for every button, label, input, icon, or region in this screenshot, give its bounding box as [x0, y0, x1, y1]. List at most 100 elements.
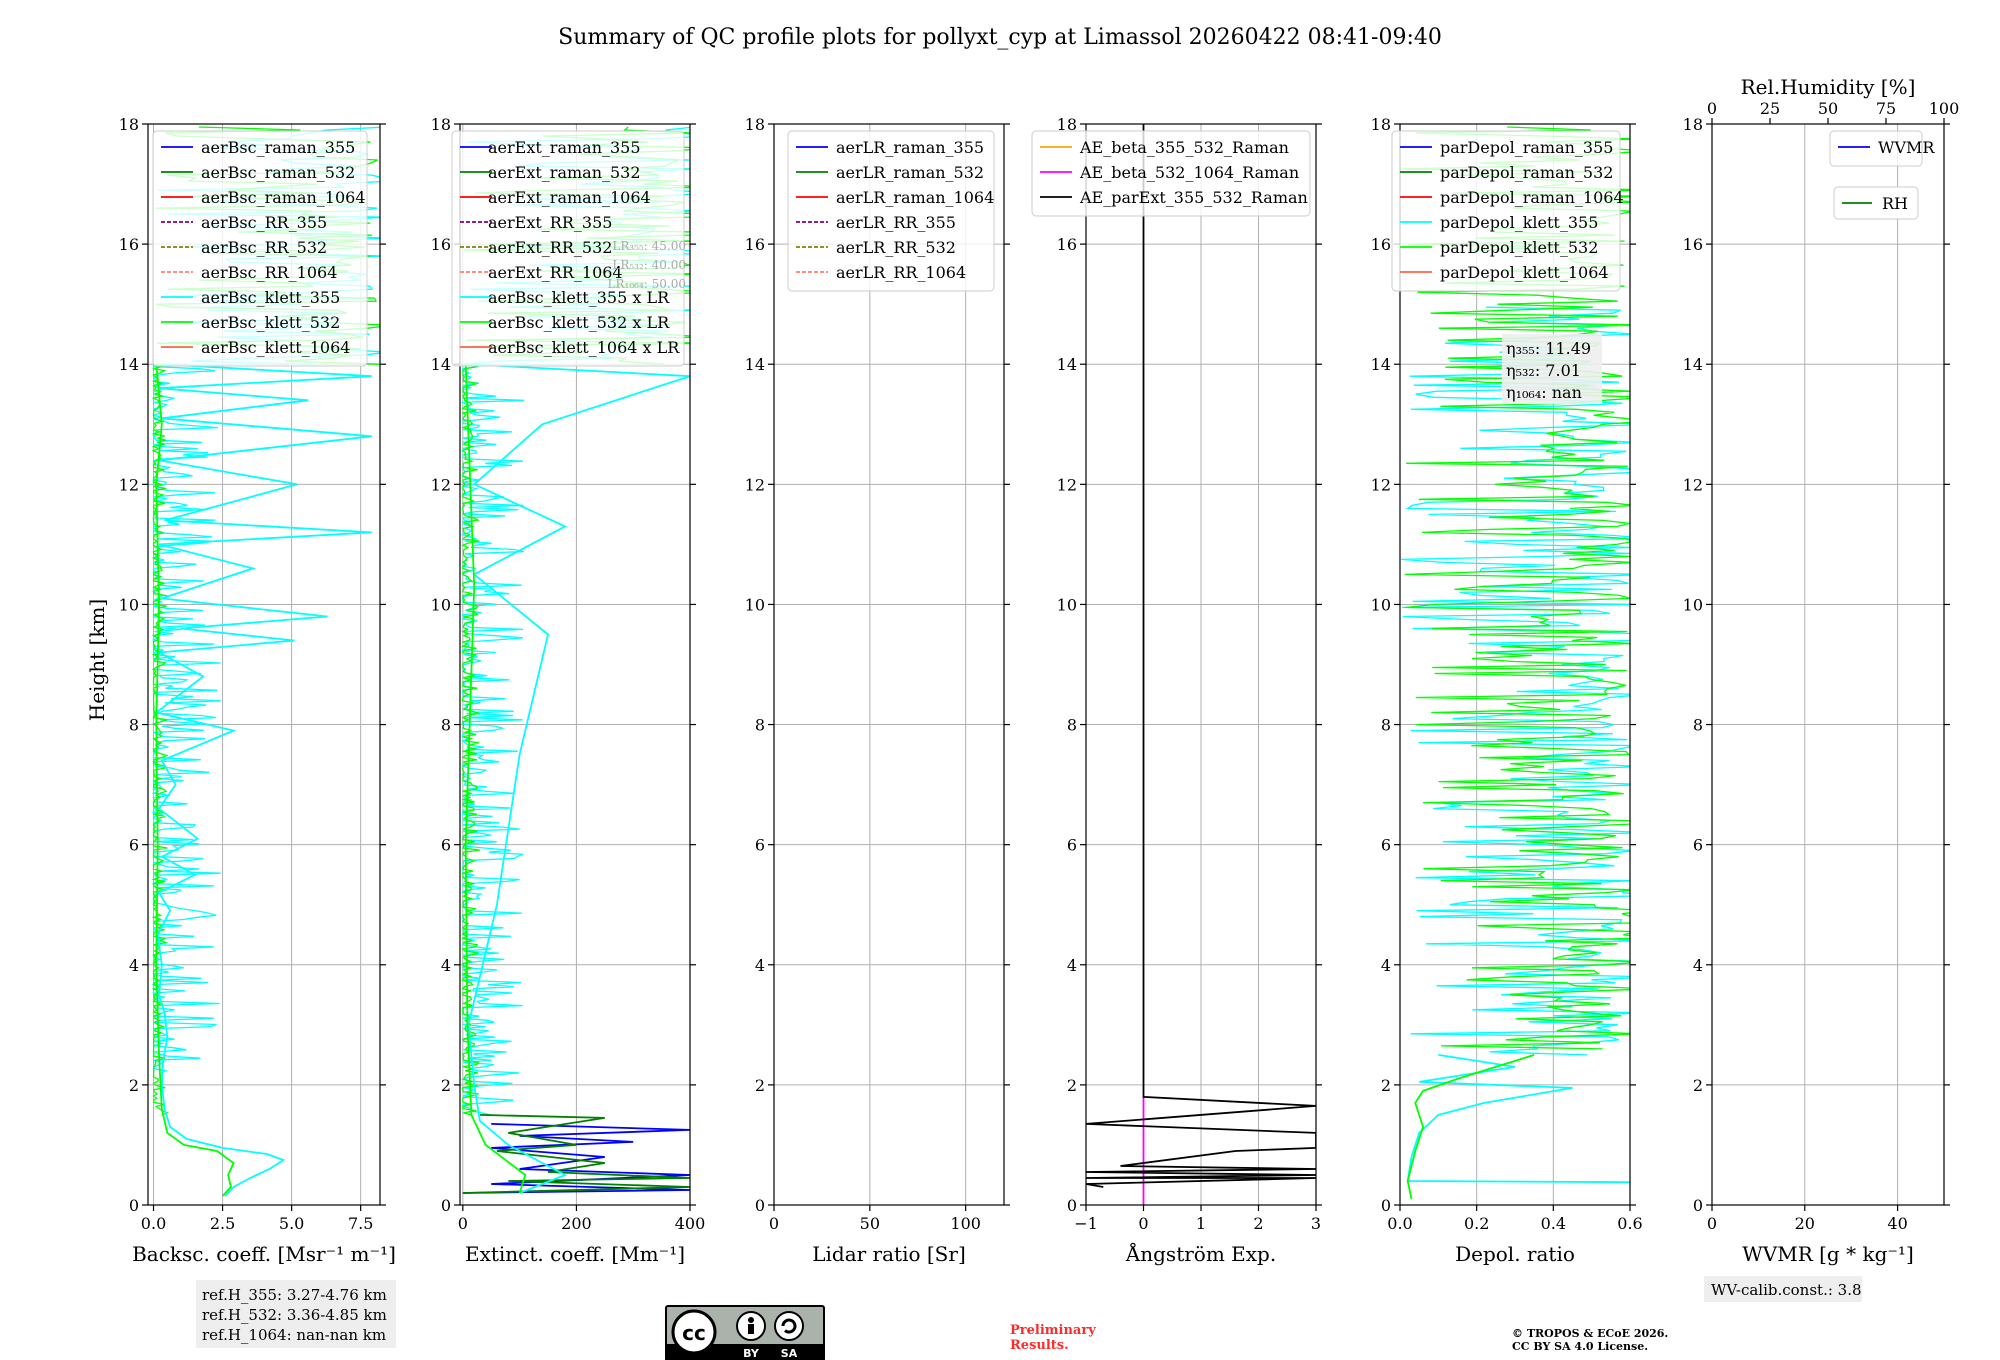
y-tick-label: 18 — [1057, 115, 1077, 134]
y-tick-label: 2 — [1381, 1076, 1391, 1095]
x-axis-label-lr: Lidar ratio [Sr] — [812, 1242, 966, 1266]
legend-label: AE_parExt_355_532_Raman — [1079, 188, 1308, 207]
preliminary-note: Preliminary Results. — [1010, 1323, 1096, 1353]
x-axis-label-bsc: Backsc. coeff. [Msr⁻¹ m⁻¹] — [132, 1242, 396, 1266]
legend-label: AE_beta_532_1064_Raman — [1079, 163, 1299, 182]
y-tick-label: 4 — [129, 956, 139, 975]
y-tick-label: 0 — [1067, 1196, 1077, 1215]
y-tick-label: 6 — [129, 836, 139, 855]
legend-label: aerExt_raman_1064 — [488, 188, 651, 207]
legend-label: aerExt_RR_1064 — [488, 263, 623, 282]
y-tick-label: 16 — [1057, 235, 1077, 254]
series-parDepol_klett_532 — [1406, 1054, 1535, 1200]
x-axis-label-ae: Ångström Exp. — [1125, 1241, 1276, 1266]
y-tick-label: 12 — [431, 475, 451, 494]
panel-depol: 0 2 4 6 8 10 12 14 16 18 0.0 0.2 0.4 0.6 Depol. ratio p… — [1371, 115, 1643, 1266]
legend-label: aerBsc_raman_532 — [201, 163, 355, 182]
x-tick-label: 3 — [1311, 1214, 1321, 1233]
legend-label: WVMR — [1878, 138, 1935, 157]
x-tick-label: 2.5 — [210, 1214, 235, 1233]
copyright-note: © TROPOS & ECoE 2026. CC BY SA 4.0 Licen… — [1512, 1327, 1668, 1353]
legend-label: aerExt_raman_355 — [488, 138, 641, 157]
top-x-tick-label: 50 — [1818, 99, 1838, 118]
y-tick-label: 12 — [1683, 475, 1703, 494]
legend-ext: aerExt_raman_355 aerExt_raman_532 aerExt_r… — [451, 130, 685, 367]
legend-label: aerBsc_raman_1064 — [201, 188, 366, 207]
x-tick-label: 7.5 — [348, 1214, 373, 1233]
y-tick-label: 8 — [129, 716, 139, 735]
y-tick-label: 2 — [441, 1076, 451, 1095]
copyright-line-1: © TROPOS & ECoE 2026. — [1512, 1327, 1668, 1340]
ref-h-355: ref.H_355: 3.27-4.76 km — [202, 1286, 387, 1304]
eta-label: η₃₅₅: 11.49 — [1506, 339, 1591, 358]
cc-logo-text: cc — [682, 1321, 706, 1345]
series-aerExt_raman_532 — [462, 1114, 690, 1194]
legend-label: parDepol_raman_532 — [1440, 163, 1613, 182]
y-tick-label: 4 — [755, 956, 765, 975]
panel-ext: 0 2 4 6 8 10 12 14 16 18 0 200 400 Extinct. coeff. [M… — [431, 115, 706, 1266]
legend-label: aerBsc_klett_1064 x LR — [488, 338, 680, 357]
legend-label: aerBsc_RR_532 — [201, 238, 327, 257]
x-tick-label: 0 — [1138, 1214, 1148, 1233]
x-axis-label-depol: Depol. ratio — [1455, 1242, 1575, 1266]
eta-box — [1502, 334, 1602, 404]
x-tick-label: 0 — [458, 1214, 468, 1233]
x-tick-label: 100 — [950, 1214, 981, 1233]
y-tick-label: 10 — [1371, 595, 1391, 614]
y-tick-label: 0 — [755, 1196, 765, 1215]
y-tick-label: 14 — [745, 355, 765, 374]
preliminary-line-1: Preliminary — [1010, 1323, 1096, 1338]
x-tick-label: 5.0 — [279, 1214, 304, 1233]
y-tick-label: 4 — [441, 956, 451, 975]
y-tick-label: 12 — [1057, 475, 1077, 494]
by-person-body-icon — [748, 1324, 754, 1334]
y-tick-label: 12 — [1371, 475, 1391, 494]
y-tick-label: 4 — [1693, 956, 1703, 975]
series-aerBsc_klett_355 — [154, 363, 372, 1197]
y-tick-label: 8 — [755, 716, 765, 735]
reference-height-box: ref.H_355: 3.27-4.76 km ref.H_532: 3.36-… — [196, 1280, 396, 1348]
x-tick-label: 1 — [1196, 1214, 1206, 1233]
lr-annotation: LR₃₅₅: 45.00 — [612, 239, 686, 253]
data-bsc — [151, 126, 380, 1197]
grid-ae — [1086, 124, 1316, 1205]
y-tick-label: 18 — [1371, 115, 1391, 134]
y-tick-label: 10 — [745, 595, 765, 614]
x-tick-label: 0.0 — [1387, 1214, 1412, 1233]
grid-wv — [1712, 124, 1944, 1205]
wv-calib-box: WV-calib.const.: 3.8 — [1704, 1276, 1862, 1302]
series-AE_parExt_355_532_Raman — [1086, 124, 1316, 1188]
panel-bsc: 0 2 4 6 8 10 12 14 16 18 0.0 2.5 5.0 7.5 Backsc. coeff… — [119, 115, 396, 1266]
legend-label: aerLR_RR_1064 — [836, 263, 966, 282]
preliminary-line-2: Results. — [1010, 1338, 1069, 1353]
y-tick-label: 16 — [745, 235, 765, 254]
series-klett_355-noise — [1401, 306, 1630, 1056]
legend-label: parDepol_klett_1064 — [1440, 263, 1609, 282]
legend-box — [1391, 130, 1621, 292]
legend-bsc: aerBsc_raman_355 aerBsc_raman_532 aerBsc_r… — [152, 130, 368, 367]
legend-label: aerExt_raman_532 — [488, 163, 641, 182]
y-tick-label: 4 — [1067, 956, 1077, 975]
reference-height-box-bg — [196, 1280, 396, 1348]
cc-by-label: BY — [743, 1347, 760, 1360]
series-klett_532-noise — [151, 363, 169, 1116]
y-tick-label: 0 — [441, 1196, 451, 1215]
y-tick-label: 6 — [755, 836, 765, 855]
y-tick-label: 8 — [1693, 716, 1703, 735]
sa-arrow-icon — [781, 1318, 797, 1334]
legend-depol: parDepol_raman_355 parDepol_raman_532 parD… — [1391, 130, 1624, 292]
y-tick-label: 10 — [431, 595, 451, 614]
data-ae — [1086, 124, 1316, 1205]
y-tick-label: 18 — [431, 115, 451, 134]
y-tick-label: 6 — [1693, 836, 1703, 855]
legend-label: aerExt_RR_355 — [488, 213, 612, 232]
cc-logo-icon — [671, 1309, 717, 1355]
y-tick-label: 16 — [119, 235, 139, 254]
legend-wv: WVMR RH — [1829, 130, 1935, 220]
y-tick-label: 14 — [431, 355, 451, 374]
legend-label: aerBsc_klett_355 x LR — [488, 288, 670, 307]
y-tick-label: 0 — [129, 1196, 139, 1215]
x-tick-label: 2 — [1253, 1214, 1263, 1233]
top-x-tick-label: 75 — [1876, 99, 1896, 118]
